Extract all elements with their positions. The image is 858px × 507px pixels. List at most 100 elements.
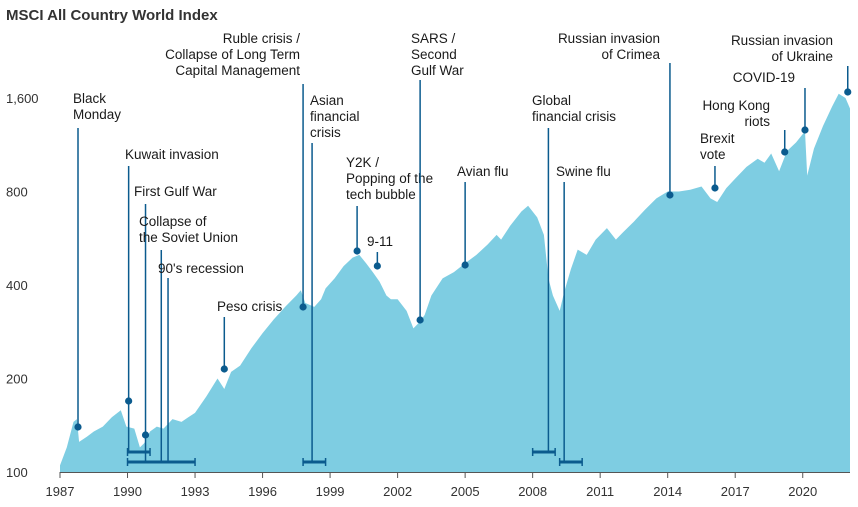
- annotation-dot: [711, 184, 719, 192]
- annotation-label-line: 9-11: [367, 234, 393, 249]
- annotation: Y2K / Popping of the tech bubble: [346, 155, 433, 255]
- annotation-dot: [141, 431, 150, 439]
- annotation-label-line: COVID-19: [733, 70, 795, 85]
- annotation-dot: [125, 397, 133, 405]
- annotation: Avian flu: [457, 164, 509, 269]
- annotation: First Gulf War: [134, 184, 217, 462]
- annotation-label-line: Brexit: [700, 131, 735, 146]
- annotation-label: Peso crisis: [217, 299, 283, 314]
- annotation: SARS / Second Gulf War: [411, 31, 464, 324]
- annotation-label-line: Global: [532, 93, 571, 108]
- x-tick-label: 1996: [248, 484, 277, 499]
- annotation-label: SARS / Second Gulf War: [411, 31, 464, 78]
- annotation-dot: [373, 262, 381, 270]
- annotation-label: First Gulf War: [134, 184, 217, 199]
- annotation-label-line: Avian flu: [457, 164, 509, 179]
- annotation: Russian invasion of Ukraine: [731, 33, 852, 96]
- annotation-label-line: First Gulf War: [134, 184, 217, 199]
- index-area: [60, 93, 850, 473]
- annotation-dot: [844, 88, 852, 96]
- annotation-dot: [781, 148, 789, 156]
- annotation-label-line: financial: [310, 109, 360, 124]
- annotation-dot: [299, 303, 307, 311]
- y-tick-label: 200: [6, 372, 28, 387]
- annotation-label-line: Russian invasion: [558, 31, 660, 46]
- y-axis: 100 200 400 800 1,600: [6, 91, 39, 480]
- annotation-dot: [666, 191, 674, 199]
- x-tick-label: 1990: [113, 484, 142, 499]
- x-tick-label: 1999: [316, 484, 345, 499]
- annotation-label: 90's recession: [158, 261, 244, 276]
- annotation-label: Global financial crisis: [532, 93, 616, 124]
- annotation-dot: [353, 247, 361, 255]
- annotation: Kuwait invasion: [125, 147, 219, 452]
- annotation: COVID-19: [733, 70, 809, 134]
- x-tick-label: 2011: [586, 484, 614, 499]
- annotation-label-line: Peso crisis: [217, 299, 283, 314]
- annotation-label: Kuwait invasion: [125, 147, 219, 162]
- annotation-dot: [416, 316, 424, 324]
- annotation-label-line: SARS /: [411, 31, 456, 46]
- annotation-label: Swine flu: [556, 164, 611, 179]
- annotation-label-line: vote: [700, 147, 726, 162]
- annotation: Ruble crisis / Collapse of Long Term Capit…: [165, 31, 307, 311]
- x-tick-label: 2017: [721, 484, 750, 499]
- x-tick-label: 2002: [383, 484, 412, 499]
- annotation-label-line: 90's recession: [158, 261, 244, 276]
- annotation-label-line: Collapse of Long Term: [165, 47, 300, 62]
- annotation-label-line: Swine flu: [556, 164, 611, 179]
- annotation-label: Collapse of the Soviet Union: [139, 214, 238, 245]
- annotation-label: 9-11: [367, 234, 393, 249]
- area-layer: [60, 93, 850, 473]
- x-tick-label: 2008: [518, 484, 547, 499]
- annotation: Collapse of the Soviet Union: [139, 214, 238, 462]
- annotation: Peso crisis: [217, 299, 283, 373]
- annotation-label-line: the Soviet Union: [139, 230, 238, 245]
- x-tick-label: 1987: [46, 484, 75, 499]
- annotation-label: Russian invasion of Crimea: [558, 31, 661, 62]
- annotation-label-line: tech bubble: [346, 187, 416, 202]
- annotation: Brexit vote: [700, 131, 735, 192]
- annotation-label-line: Monday: [73, 107, 121, 122]
- chart-title: MSCI All Country World Index: [6, 7, 218, 24]
- annotation-label-line: Kuwait invasion: [125, 147, 219, 162]
- y-tick-label: 400: [6, 278, 28, 293]
- annotation-label-line: financial crisis: [532, 109, 616, 124]
- annotation-label: Hong Kong riots: [702, 98, 770, 129]
- annotation-label: Asian financial crisis: [310, 93, 360, 140]
- y-tick-label: 1,600: [6, 91, 39, 106]
- annotation: Black Monday: [73, 91, 121, 431]
- x-tick-label: 2020: [788, 484, 817, 499]
- annotation-label: Ruble crisis / Collapse of Long Term Capit…: [165, 31, 300, 78]
- annotation-label-line: Ruble crisis /: [223, 31, 301, 46]
- annotation-label: Black Monday: [73, 91, 121, 122]
- annotation-label-line: Capital Management: [175, 63, 300, 78]
- x-tick-label: 2005: [451, 484, 480, 499]
- annotation-label-line: of Crimea: [601, 47, 660, 62]
- annotation-label-line: Popping of the: [346, 171, 433, 186]
- annotation-label-line: crisis: [310, 125, 341, 140]
- annotation-label-line: Gulf War: [411, 63, 464, 78]
- annotation-label-line: Hong Kong: [702, 98, 770, 113]
- annotation-label-line: Y2K /: [346, 155, 379, 170]
- annotation-label-line: Second: [411, 47, 457, 62]
- x-tick-label: 1993: [181, 484, 210, 499]
- annotation: Asian financial crisis: [310, 93, 360, 462]
- annotation-label-line: Russian invasion: [731, 33, 833, 48]
- x-tick-label: 2014: [653, 484, 682, 499]
- annotation-label: Brexit vote: [700, 131, 735, 162]
- annotation-label-line: Black: [73, 91, 106, 106]
- annotation-label: Avian flu: [457, 164, 509, 179]
- annotation-label-line: of Ukraine: [771, 49, 833, 64]
- annotation-label-line: Asian: [310, 93, 344, 108]
- annotation-dot: [801, 126, 809, 134]
- annotation-label-line: riots: [744, 114, 770, 129]
- annotation-label: Russian invasion of Ukraine: [731, 33, 833, 64]
- annotation: Hong Kong riots: [702, 98, 789, 156]
- annotation: Swine flu: [556, 164, 611, 462]
- annotations: Black Monday Kuwait invasion First Gulf War…: [73, 31, 852, 462]
- annotation: Global financial crisis: [532, 93, 616, 452]
- annotation: Russian invasion of Crimea: [558, 31, 674, 199]
- annotation-label: COVID-19: [733, 70, 795, 85]
